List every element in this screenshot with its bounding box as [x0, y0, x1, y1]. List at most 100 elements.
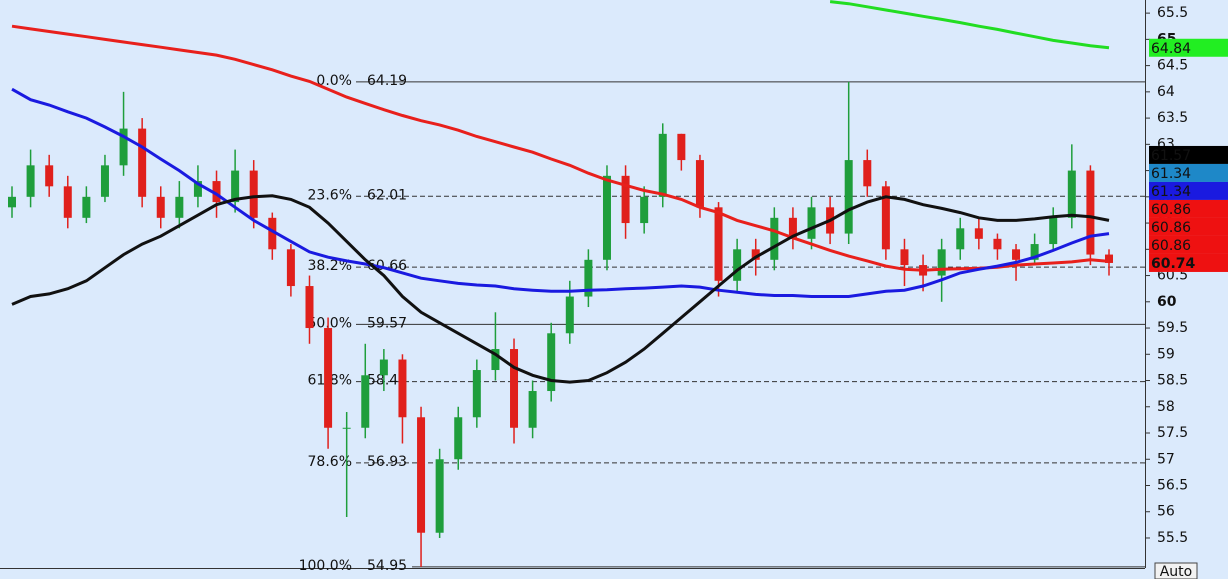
- y-tick-label: 59: [1157, 346, 1175, 362]
- candle-body: [1012, 249, 1021, 260]
- ma-line: [11, 194, 1110, 384]
- candle-body: [844, 160, 853, 234]
- price-tag: [1149, 217, 1228, 236]
- candle-body: [937, 249, 946, 276]
- price-tag-label: 61.34: [1151, 184, 1191, 200]
- candle-body: [770, 217, 779, 260]
- candle-body: [45, 165, 54, 187]
- candle-body: [993, 238, 1002, 250]
- candle-body: [1067, 170, 1076, 218]
- candle-body: [751, 249, 760, 260]
- fib-percent-label: 50.0%: [308, 315, 352, 331]
- y-tick-label: 57.5: [1157, 425, 1188, 441]
- candle-body: [807, 207, 816, 239]
- price-tag: [1149, 181, 1228, 200]
- candle-body: [491, 349, 500, 371]
- y-tick-label: 60: [1157, 294, 1177, 310]
- candle-body: [1049, 217, 1058, 245]
- price-tag-label: 60.86: [1151, 202, 1191, 218]
- fib-percent-label: 100.0%: [299, 558, 352, 574]
- candle-body: [584, 259, 593, 297]
- price-tag-label: 61.57: [1151, 148, 1191, 164]
- y-tick-label: 55.5: [1157, 530, 1188, 546]
- fib-percent-label: 0.0%: [316, 73, 352, 89]
- candle-body: [472, 370, 481, 418]
- price-tag: [1149, 235, 1228, 254]
- candle-body: [1105, 254, 1113, 263]
- price-tag: [1149, 38, 1228, 57]
- candle-body: [361, 375, 370, 428]
- candle-body: [435, 459, 444, 533]
- candle-body: [119, 128, 128, 166]
- price-tag-label: 64.84: [1151, 41, 1191, 57]
- candle-body: [193, 181, 202, 197]
- y-tick-label: 64.5: [1157, 58, 1188, 74]
- candle-body: [379, 359, 388, 376]
- candle-body: [640, 196, 649, 224]
- fib-percent-label: 78.6%: [308, 454, 352, 470]
- candle-body: [956, 228, 965, 250]
- price-tag-label: 60.86: [1151, 238, 1191, 254]
- candle-body: [417, 417, 426, 533]
- y-tick-label: 63.5: [1157, 110, 1188, 126]
- candle-body: [658, 133, 667, 197]
- candle-body: [231, 170, 240, 203]
- price-tag-label: 60.74: [1151, 256, 1196, 272]
- auto-button-label[interactable]: Auto: [1160, 564, 1193, 579]
- fib-price-label: 54.95: [367, 558, 407, 574]
- y-tick-label: 56: [1157, 504, 1175, 520]
- candle-body: [156, 196, 165, 218]
- candle-body: [454, 417, 463, 460]
- candle-body: [974, 228, 983, 239]
- candle-body: [510, 349, 519, 428]
- fib-price-label: 59.57: [367, 315, 407, 331]
- auto-button[interactable]: [1154, 562, 1198, 579]
- candle-body: [63, 186, 72, 218]
- candle-body: [324, 328, 333, 428]
- fib-price-label: 62.01: [367, 187, 407, 203]
- candle-body: [8, 196, 16, 208]
- ma-line: [11, 24, 1110, 272]
- candle-body: [863, 160, 872, 187]
- y-tick-label: 58.5: [1157, 373, 1188, 389]
- candle-body: [82, 196, 91, 218]
- candle-body: [881, 186, 890, 250]
- candle-body: [695, 160, 704, 208]
- fib-price-label: 64.19: [367, 73, 407, 89]
- candle-body: [788, 217, 797, 239]
- candle-body: [100, 165, 109, 197]
- candle-body: [528, 391, 537, 428]
- candle-body: [677, 133, 686, 161]
- candle-body: [138, 128, 147, 197]
- candle-body: [900, 249, 909, 266]
- candle-body: [621, 175, 630, 224]
- candle-body: [305, 286, 314, 329]
- candle-body: [565, 296, 574, 334]
- candle-body: [26, 165, 35, 197]
- y-tick-label: 64: [1157, 84, 1175, 100]
- candle-body: [733, 249, 742, 281]
- candle-body: [547, 333, 556, 392]
- fib-price-label: 56.93: [367, 454, 407, 470]
- price-tag: [1149, 163, 1228, 182]
- candle-body: [1030, 244, 1039, 260]
- price-tag-label: 61.34: [1151, 166, 1191, 182]
- fib-percent-label: 23.6%: [308, 187, 352, 203]
- y-tick-label: 57: [1157, 451, 1175, 467]
- candle-body: [175, 196, 184, 218]
- candle-body: [342, 427, 351, 429]
- candle-body: [398, 359, 407, 418]
- fib-percent-label: 38.2%: [308, 258, 352, 274]
- candle-body: [249, 170, 258, 218]
- y-tick-label: 56.5: [1157, 477, 1188, 493]
- price-tag: [1149, 199, 1228, 218]
- y-tick-label: 59.5: [1157, 320, 1188, 336]
- candle-body: [286, 249, 295, 287]
- ma-line: [11, 87, 1110, 298]
- fib-price-label: 58.48: [367, 373, 407, 389]
- candle-body: [1086, 170, 1095, 255]
- price-tag: [1149, 145, 1228, 164]
- y-tick-label: 58: [1157, 399, 1175, 415]
